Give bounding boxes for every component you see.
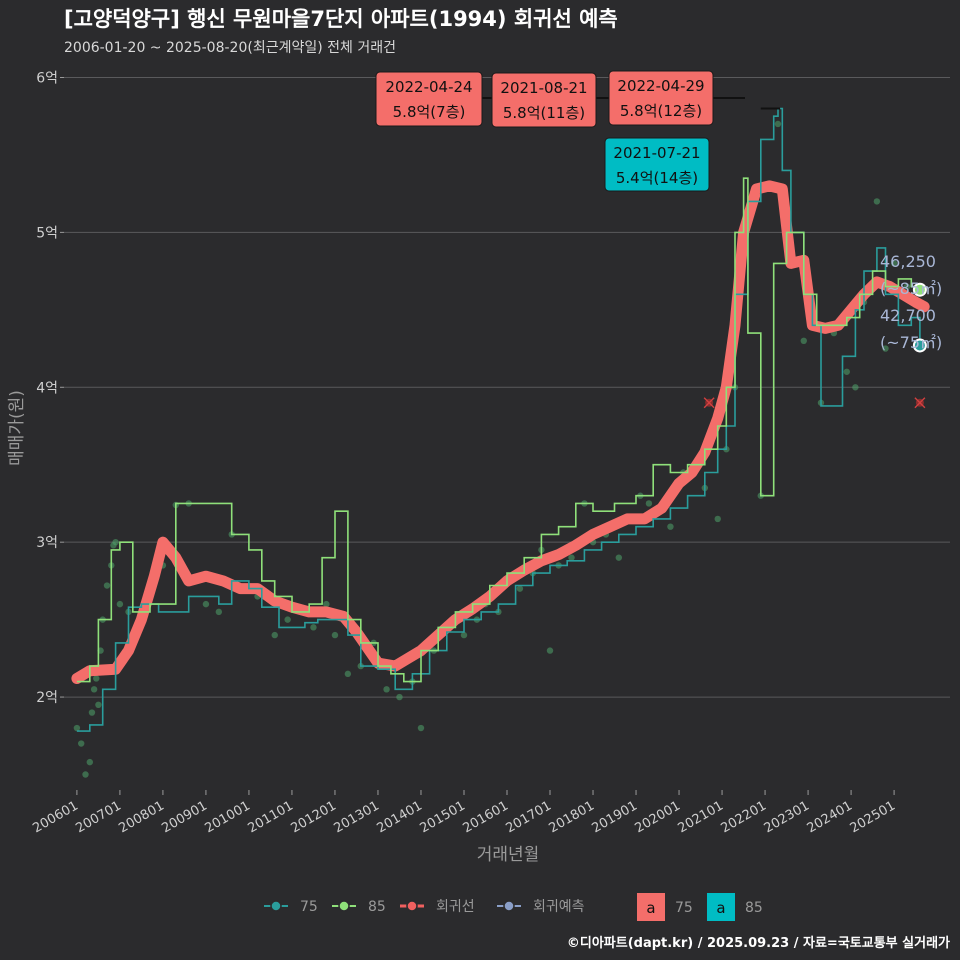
legend-label: 85	[368, 899, 386, 915]
scatter-point	[800, 337, 807, 345]
scatter-point	[714, 515, 721, 523]
scatter-point	[78, 740, 85, 747]
annotation-box	[491, 72, 597, 128]
scatter-point	[396, 693, 403, 701]
scatter-point	[852, 384, 859, 391]
scatter-point	[890, 260, 898, 267]
scatter-point	[344, 670, 352, 678]
y-tick-label: 2억	[36, 690, 58, 706]
scatter-point	[310, 624, 317, 631]
series-end-area-75: (~75㎡)	[880, 333, 942, 352]
scatter-point	[843, 368, 850, 375]
annotation-price: 5.8억(7층)	[393, 103, 466, 121]
series-end-value-85: 46,250	[880, 252, 936, 271]
scatter-point	[86, 758, 94, 766]
y-tick-label: 6억	[36, 70, 58, 86]
legend-label: 75	[300, 899, 318, 915]
annotation-date: 2021-07-21	[613, 144, 700, 162]
chart-subtitle: 2006-01-20 ~ 2025-08-20(최근계약일) 전체 거래건	[64, 40, 396, 56]
scatter-point	[645, 500, 653, 507]
scatter-point	[568, 554, 575, 561]
annotation-date: 2021-08-21	[500, 79, 587, 97]
annotation-box	[604, 137, 710, 192]
y-tick-label: 5억	[36, 225, 58, 241]
legend-box-label: 75	[675, 900, 693, 916]
y-tick-label: 3억	[36, 535, 58, 551]
scatter-point	[417, 724, 425, 732]
scatter-point	[903, 283, 911, 290]
scatter-point	[93, 675, 100, 682]
scatter-point	[873, 198, 881, 205]
scatter-point	[323, 600, 330, 608]
series-end-area-85: (~85㎡)	[880, 279, 942, 298]
legend-label: 회귀예측	[533, 899, 585, 915]
series-end-marker-85	[912, 282, 927, 297]
series-end-marker-75	[912, 338, 927, 353]
scatter-point	[215, 608, 223, 616]
scatter-point	[460, 631, 468, 639]
annotation-box	[608, 70, 714, 126]
scatter-point	[667, 523, 674, 530]
legend-box-label: 85	[745, 900, 763, 916]
y-axis-label: 매매가(원)	[7, 390, 27, 466]
series-line-75	[76, 107, 921, 732]
chart-title: [고양덕양구] 행신 무원마을7단지 아파트(1994) 회귀선 예측	[64, 7, 618, 31]
series-end-value-75: 42,700	[880, 306, 936, 325]
scatter-point	[116, 600, 124, 608]
annotation-box	[375, 71, 483, 127]
scatter-point	[516, 585, 524, 592]
legend-dot	[503, 900, 515, 912]
annotation-price: 5.4억(14층)	[616, 169, 698, 187]
scatter-point	[88, 709, 96, 716]
scatter-point	[615, 554, 623, 561]
annotation-price: 5.8억(11층)	[503, 104, 585, 122]
legend-dot	[406, 900, 418, 912]
legend: 75 85 회귀선 회귀예측 a 75 a 85	[264, 893, 763, 921]
annotation-price: 5.8억(12층)	[620, 102, 702, 120]
legend-box	[637, 893, 665, 921]
scatter-point	[95, 701, 102, 709]
y-axis: 2억 3억 4억 5억 6억	[36, 70, 64, 706]
scatter-point	[82, 771, 89, 778]
scatter-point	[112, 538, 119, 546]
x-axis-label: 거래년월	[477, 845, 540, 865]
scatter-point	[90, 686, 98, 693]
scatter-point	[103, 582, 111, 589]
grid-lines	[64, 76, 950, 698]
scatter-point	[882, 345, 889, 352]
legend-dot	[270, 900, 282, 912]
footer-credit: ©디아파트(dapt.kr) / 2025.09.23 / 자료=국토교통부 실…	[567, 935, 950, 951]
outlier-mark	[914, 397, 926, 409]
scatter-point	[546, 647, 554, 654]
legend-box-glyph: a	[716, 899, 725, 917]
legend-dot	[338, 900, 350, 912]
y-tick-label: 4억	[36, 380, 58, 396]
scatter-point	[73, 724, 81, 732]
legend-box	[707, 893, 735, 921]
regression-line	[71, 180, 930, 684]
scatter-point	[331, 631, 339, 639]
annotations: 2022-04-24 5.8억(7층) 2021-08-21 5.8억(11층) 202…	[375, 70, 714, 192]
scatter-point	[383, 686, 390, 693]
outlier-mark	[703, 397, 715, 409]
plot-marks: 46,250 (~85㎡) 42,700 (~75㎡)	[71, 97, 942, 778]
annotation-date: 2022-04-29	[617, 77, 704, 95]
scatter-point	[284, 616, 291, 623]
legend-label: 회귀선	[436, 899, 475, 915]
scatter-point	[774, 120, 782, 128]
series-line-85	[76, 177, 921, 683]
scatter-point	[271, 631, 278, 639]
annotation-date: 2022-04-24	[385, 78, 472, 96]
legend-box-glyph: a	[646, 899, 655, 917]
scatter-point	[202, 600, 210, 608]
